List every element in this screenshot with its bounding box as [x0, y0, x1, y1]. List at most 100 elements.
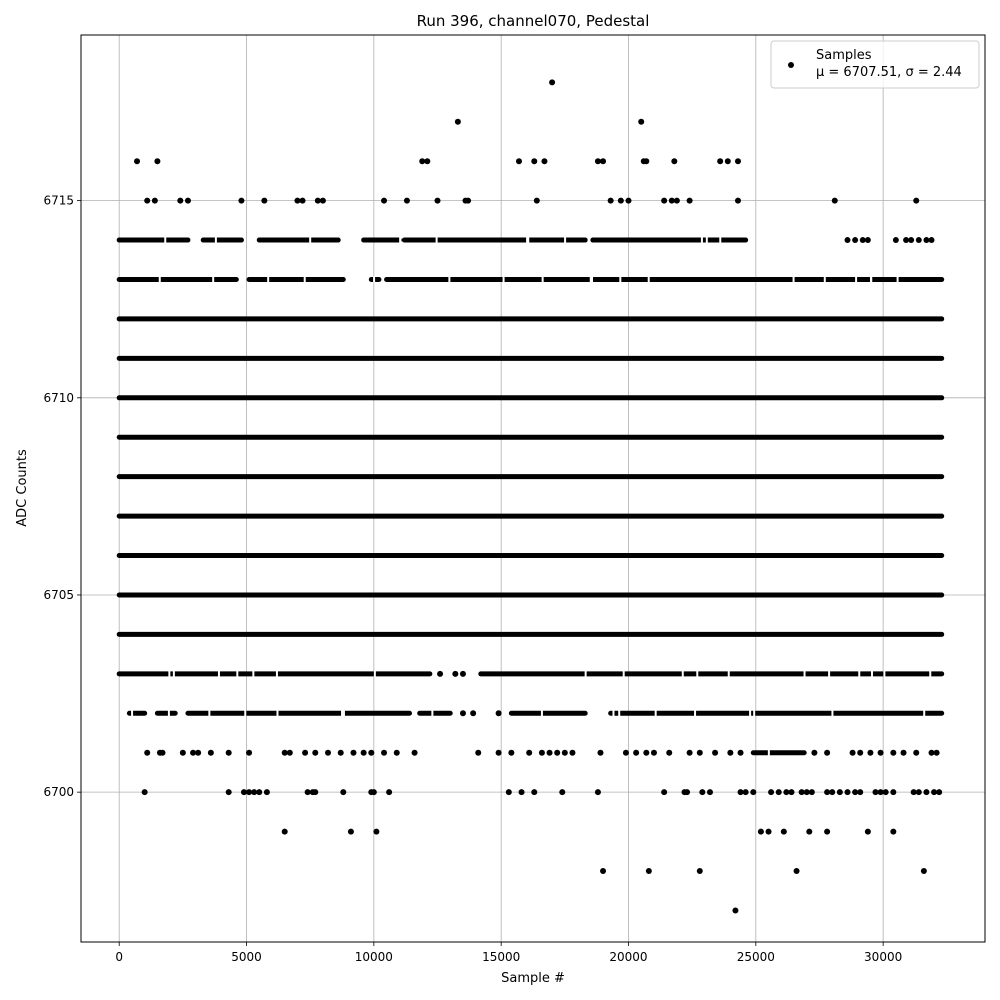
data-point: [505, 789, 512, 796]
data-point: [622, 749, 629, 756]
data-gap: [275, 670, 278, 677]
data-gap: [342, 710, 345, 717]
x-axis-ticks: 0 5000 10000 15000 20000 25000 30000: [115, 942, 902, 964]
data-point: [238, 197, 245, 204]
data-point: [890, 789, 897, 796]
data-gap: [526, 237, 529, 244]
data-point: [829, 789, 836, 796]
series-level-6700: [141, 789, 943, 796]
data-point: [742, 789, 749, 796]
data-gap: [749, 710, 752, 717]
data-point: [732, 907, 739, 914]
data-gap: [705, 237, 708, 244]
data-gap: [612, 710, 615, 717]
data-point: [246, 789, 253, 796]
data-point: [668, 197, 675, 204]
data-gap: [431, 710, 434, 717]
data-gap: [167, 710, 170, 717]
data-point: [554, 749, 561, 756]
data-point: [831, 197, 838, 204]
series-level-6718: [549, 79, 556, 86]
data-point: [900, 749, 907, 756]
data-point: [908, 237, 915, 244]
data-point: [712, 749, 719, 756]
data-point: [890, 828, 897, 835]
data-point: [859, 237, 866, 244]
data-gap: [309, 237, 312, 244]
data-point: [144, 749, 151, 756]
x-tick-label: 20000: [609, 950, 647, 964]
data-point: [684, 789, 691, 796]
data-point: [661, 197, 668, 204]
data-gap: [855, 276, 858, 283]
data-point: [470, 710, 477, 717]
data-point: [411, 749, 418, 756]
data-point: [546, 749, 553, 756]
data-point: [508, 749, 515, 756]
data-point: [920, 868, 927, 875]
data-point: [495, 710, 502, 717]
legend-stats: μ = 6707.51, σ = 2.44: [816, 65, 962, 80]
data-point: [617, 197, 624, 204]
data-point: [340, 789, 347, 796]
series-level-6717: [454, 118, 645, 125]
data-point: [928, 749, 935, 756]
data-point: [824, 749, 831, 756]
x-tick-label: 5000: [231, 950, 262, 964]
data-gap: [252, 670, 255, 677]
data-point: [531, 158, 538, 165]
data-point: [849, 749, 856, 756]
data-gap: [923, 710, 926, 717]
data-point: [864, 828, 871, 835]
data-gap: [828, 670, 831, 677]
data-gap: [694, 710, 697, 717]
data-point: [538, 749, 545, 756]
data-point: [892, 237, 899, 244]
data-gap: [435, 237, 438, 244]
data-point: [633, 749, 640, 756]
data-point: [337, 749, 344, 756]
data-point: [531, 789, 538, 796]
data-point: [836, 789, 843, 796]
data-gap: [792, 276, 795, 283]
data-points: [116, 79, 945, 914]
data-point: [190, 749, 197, 756]
data-point: [594, 158, 601, 165]
data-point: [154, 158, 161, 165]
data-point: [844, 237, 851, 244]
legend-series-name: Samples: [816, 48, 872, 63]
data-gap: [168, 670, 171, 677]
data-gap: [164, 237, 167, 244]
data-point: [824, 789, 831, 796]
data-gap: [767, 749, 770, 756]
data-point: [671, 158, 678, 165]
data-point: [844, 789, 851, 796]
series-level-6703: [116, 670, 945, 677]
data-point: [673, 197, 680, 204]
data-point: [872, 789, 879, 796]
data-gap: [727, 670, 730, 677]
data-point: [923, 789, 930, 796]
x-axis-label: Sample #: [501, 971, 565, 986]
data-point: [281, 749, 288, 756]
data-point: [643, 158, 650, 165]
data-gap: [236, 670, 239, 677]
data-point: [696, 868, 703, 875]
data-point: [452, 670, 459, 677]
data-gap: [589, 276, 592, 283]
data-point: [867, 749, 874, 756]
data-point: [207, 749, 214, 756]
data-point: [350, 749, 357, 756]
data-point: [696, 749, 703, 756]
data-point: [597, 749, 604, 756]
data-point: [877, 789, 884, 796]
data-point: [144, 197, 151, 204]
data-point: [325, 749, 332, 756]
data-point: [734, 158, 741, 165]
data-point: [424, 158, 431, 165]
legend: Samples μ = 6707.51, σ = 2.44: [770, 40, 980, 89]
chart-title: Run 396, channel070, Pedestal: [417, 12, 650, 30]
data-point: [793, 868, 800, 875]
data-point: [915, 237, 922, 244]
series-level-6715: [144, 197, 920, 204]
